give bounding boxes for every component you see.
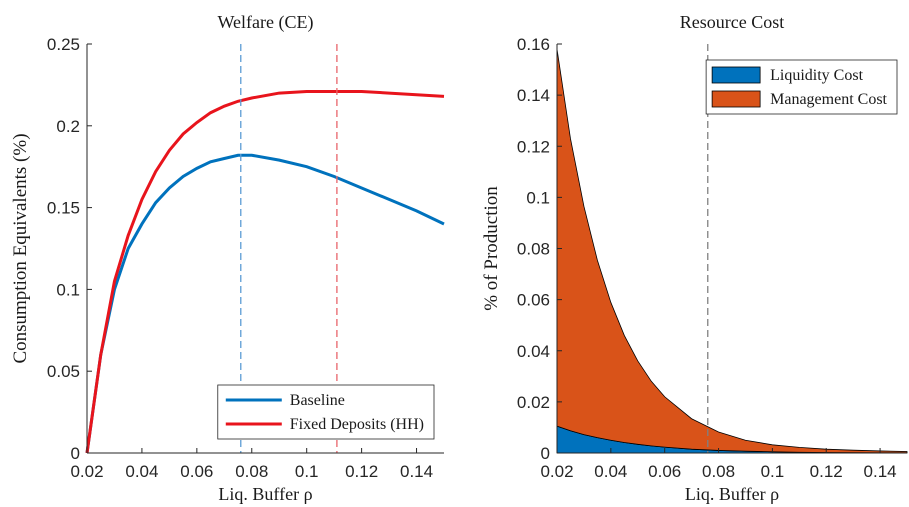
x-tick-label: 0.04 [125,462,158,481]
chart-title: Resource Cost [680,12,784,32]
x-tick-label: 0.02 [540,462,573,481]
panel: 0 0.05 0.1 0.15 0.2 0.25 0.02 0.04 0.06 0.08 0.1 0.… [10,12,445,504]
x-tick-label: 0.02 [70,462,103,481]
y-tick-label: 0 [71,444,80,463]
x-tick-label: 0.14 [864,462,897,481]
y-tick-label: 0.05 [47,362,80,381]
y-tick-label: 0.15 [47,199,80,218]
x-axis-label: Liq. Buffer ρ [685,484,779,504]
x-tick-label: 0.08 [702,462,735,481]
y-tick-label: 0.12 [517,137,550,156]
legend: Baseline Fixed Deposits (HH) [217,384,435,440]
legend-swatch [711,90,761,108]
y-tick-label: 0.02 [517,393,550,412]
x-tick-label: 0.12 [345,462,378,481]
x-tick-label: 0.1 [295,462,319,481]
x-tick-label: 0.06 [180,462,213,481]
legend-swatch [711,66,761,84]
y-tick-label: 0.1 [526,188,550,207]
y-tick-label: 0.25 [47,35,80,54]
x-tick-label: 0.08 [235,462,268,481]
legend-box [217,384,435,440]
panel: 00.020.040.060.080.10.120.140.160.02 0.04… [481,12,908,504]
legend-label: Liquidity Cost [770,67,863,84]
x-tick-label: 0.06 [648,462,681,481]
line [85,153,445,454]
y-axis-label: % of Production [481,186,502,311]
x-tick-label: 0.12 [810,462,843,481]
chart-title: Welfare (CE) [218,12,314,33]
x-tick-label: 0.04 [594,462,627,481]
y-axis-label: Consumption Equivalents (%) [10,133,31,363]
y-tick-label: 0.04 [517,342,550,361]
legend: Liquidity Cost Management Cost [705,59,898,115]
y-tick-label: 0.06 [517,291,550,310]
y-tick-label: 0.2 [56,117,80,136]
y-tick-label: 0.14 [517,86,550,105]
y-tick-label: 0 [541,444,550,463]
legend-label: Fixed Deposits (HH) [290,416,424,433]
legend-label: Baseline [290,392,345,409]
y-tick-label: 0.1 [56,280,80,299]
line [85,89,445,454]
y-tick-label: 0.16 [517,35,550,54]
x-tick-label: 0.1 [761,462,785,481]
legend-label: Management Cost [770,91,887,108]
x-axis-label: Liq. Buffer ρ [218,484,312,504]
x-tick-label: 0.14 [400,462,433,481]
y-tick-label: 0.08 [517,240,550,259]
